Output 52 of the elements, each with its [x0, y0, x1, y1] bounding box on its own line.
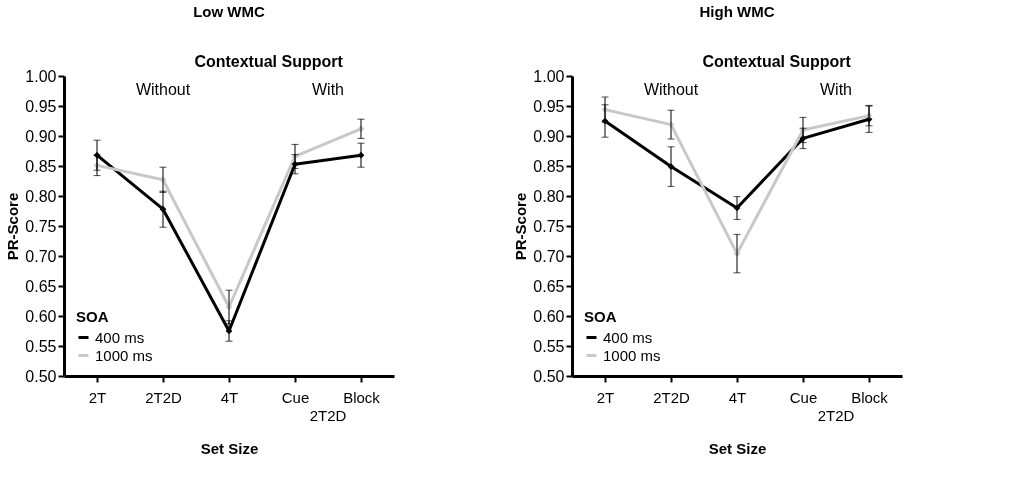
- x-axis-title: Set Size: [200, 439, 259, 457]
- x-tick-label: 4T: [728, 388, 747, 406]
- y-tick-label: 0.55: [533, 337, 565, 355]
- legend-title: SOA: [584, 308, 617, 325]
- text: 2T2D: [309, 407, 347, 424]
- y-tick-label: 0.95: [533, 97, 565, 115]
- x-tick-label: Cue: [281, 388, 310, 406]
- x-tick-label: 4T: [220, 388, 239, 406]
- y-tick-label: 0.50: [25, 367, 57, 385]
- y-tick-label: 0.85: [25, 157, 57, 175]
- y-tick-label: 0.80: [533, 187, 565, 205]
- chart-title: Low WMC: [193, 3, 265, 20]
- annotation: Without: [643, 81, 699, 98]
- x-tick-label: Block: [851, 388, 889, 406]
- y-tick-label: 0.55: [25, 337, 57, 355]
- y-tick-label: 0.70: [533, 247, 565, 265]
- legend-label: 400 ms: [95, 328, 145, 346]
- y-tick-label: 0.60: [533, 307, 565, 325]
- y-tick-label: 0.85: [533, 157, 565, 175]
- x-tick-label: 2T: [88, 388, 107, 406]
- y-tick-label: 0.80: [25, 187, 57, 205]
- x-tick-label: 2T2D: [653, 388, 690, 406]
- y-tick-label: 1.00: [25, 67, 57, 85]
- y-tick-label: 0.60: [25, 307, 57, 325]
- x-axis-title: Set Size: [708, 439, 767, 457]
- annotation: With: [312, 81, 344, 98]
- legend-title: SOA: [76, 308, 109, 325]
- y-tick-label: 0.75: [25, 217, 57, 235]
- x-tick-label: Block: [343, 388, 381, 406]
- legend-label: 1000 ms: [603, 346, 661, 364]
- legend-label: 400 ms: [603, 328, 653, 346]
- y-tick-label: 0.90: [533, 127, 565, 145]
- y-tick-label: 0.70: [25, 247, 57, 265]
- y-tick-label: 0.75: [533, 217, 565, 235]
- text: 2T2D: [817, 407, 855, 424]
- y-tick-label: 0.90: [25, 127, 57, 145]
- legend-label: 1000 ms: [95, 346, 153, 364]
- x-tick-label: 2T: [596, 388, 615, 406]
- y-tick-label: 0.65: [25, 277, 57, 295]
- text: Contextual Support: [702, 53, 852, 70]
- y-tick-label: 0.95: [25, 97, 57, 115]
- y-axis-title: PR-Score: [512, 192, 530, 261]
- annotation: With: [820, 81, 852, 98]
- y-tick-label: 1.00: [533, 67, 565, 85]
- x-tick-label: 2T2D: [145, 388, 182, 406]
- chart-title: High WMC: [699, 3, 775, 20]
- annotation: Without: [135, 81, 191, 98]
- y-tick-label: 0.65: [533, 277, 565, 295]
- text: Contextual Support: [194, 53, 344, 70]
- x-tick-label: Cue: [789, 388, 818, 406]
- y-tick-label: 0.50: [533, 367, 565, 385]
- y-axis-title: PR-Score: [4, 192, 22, 261]
